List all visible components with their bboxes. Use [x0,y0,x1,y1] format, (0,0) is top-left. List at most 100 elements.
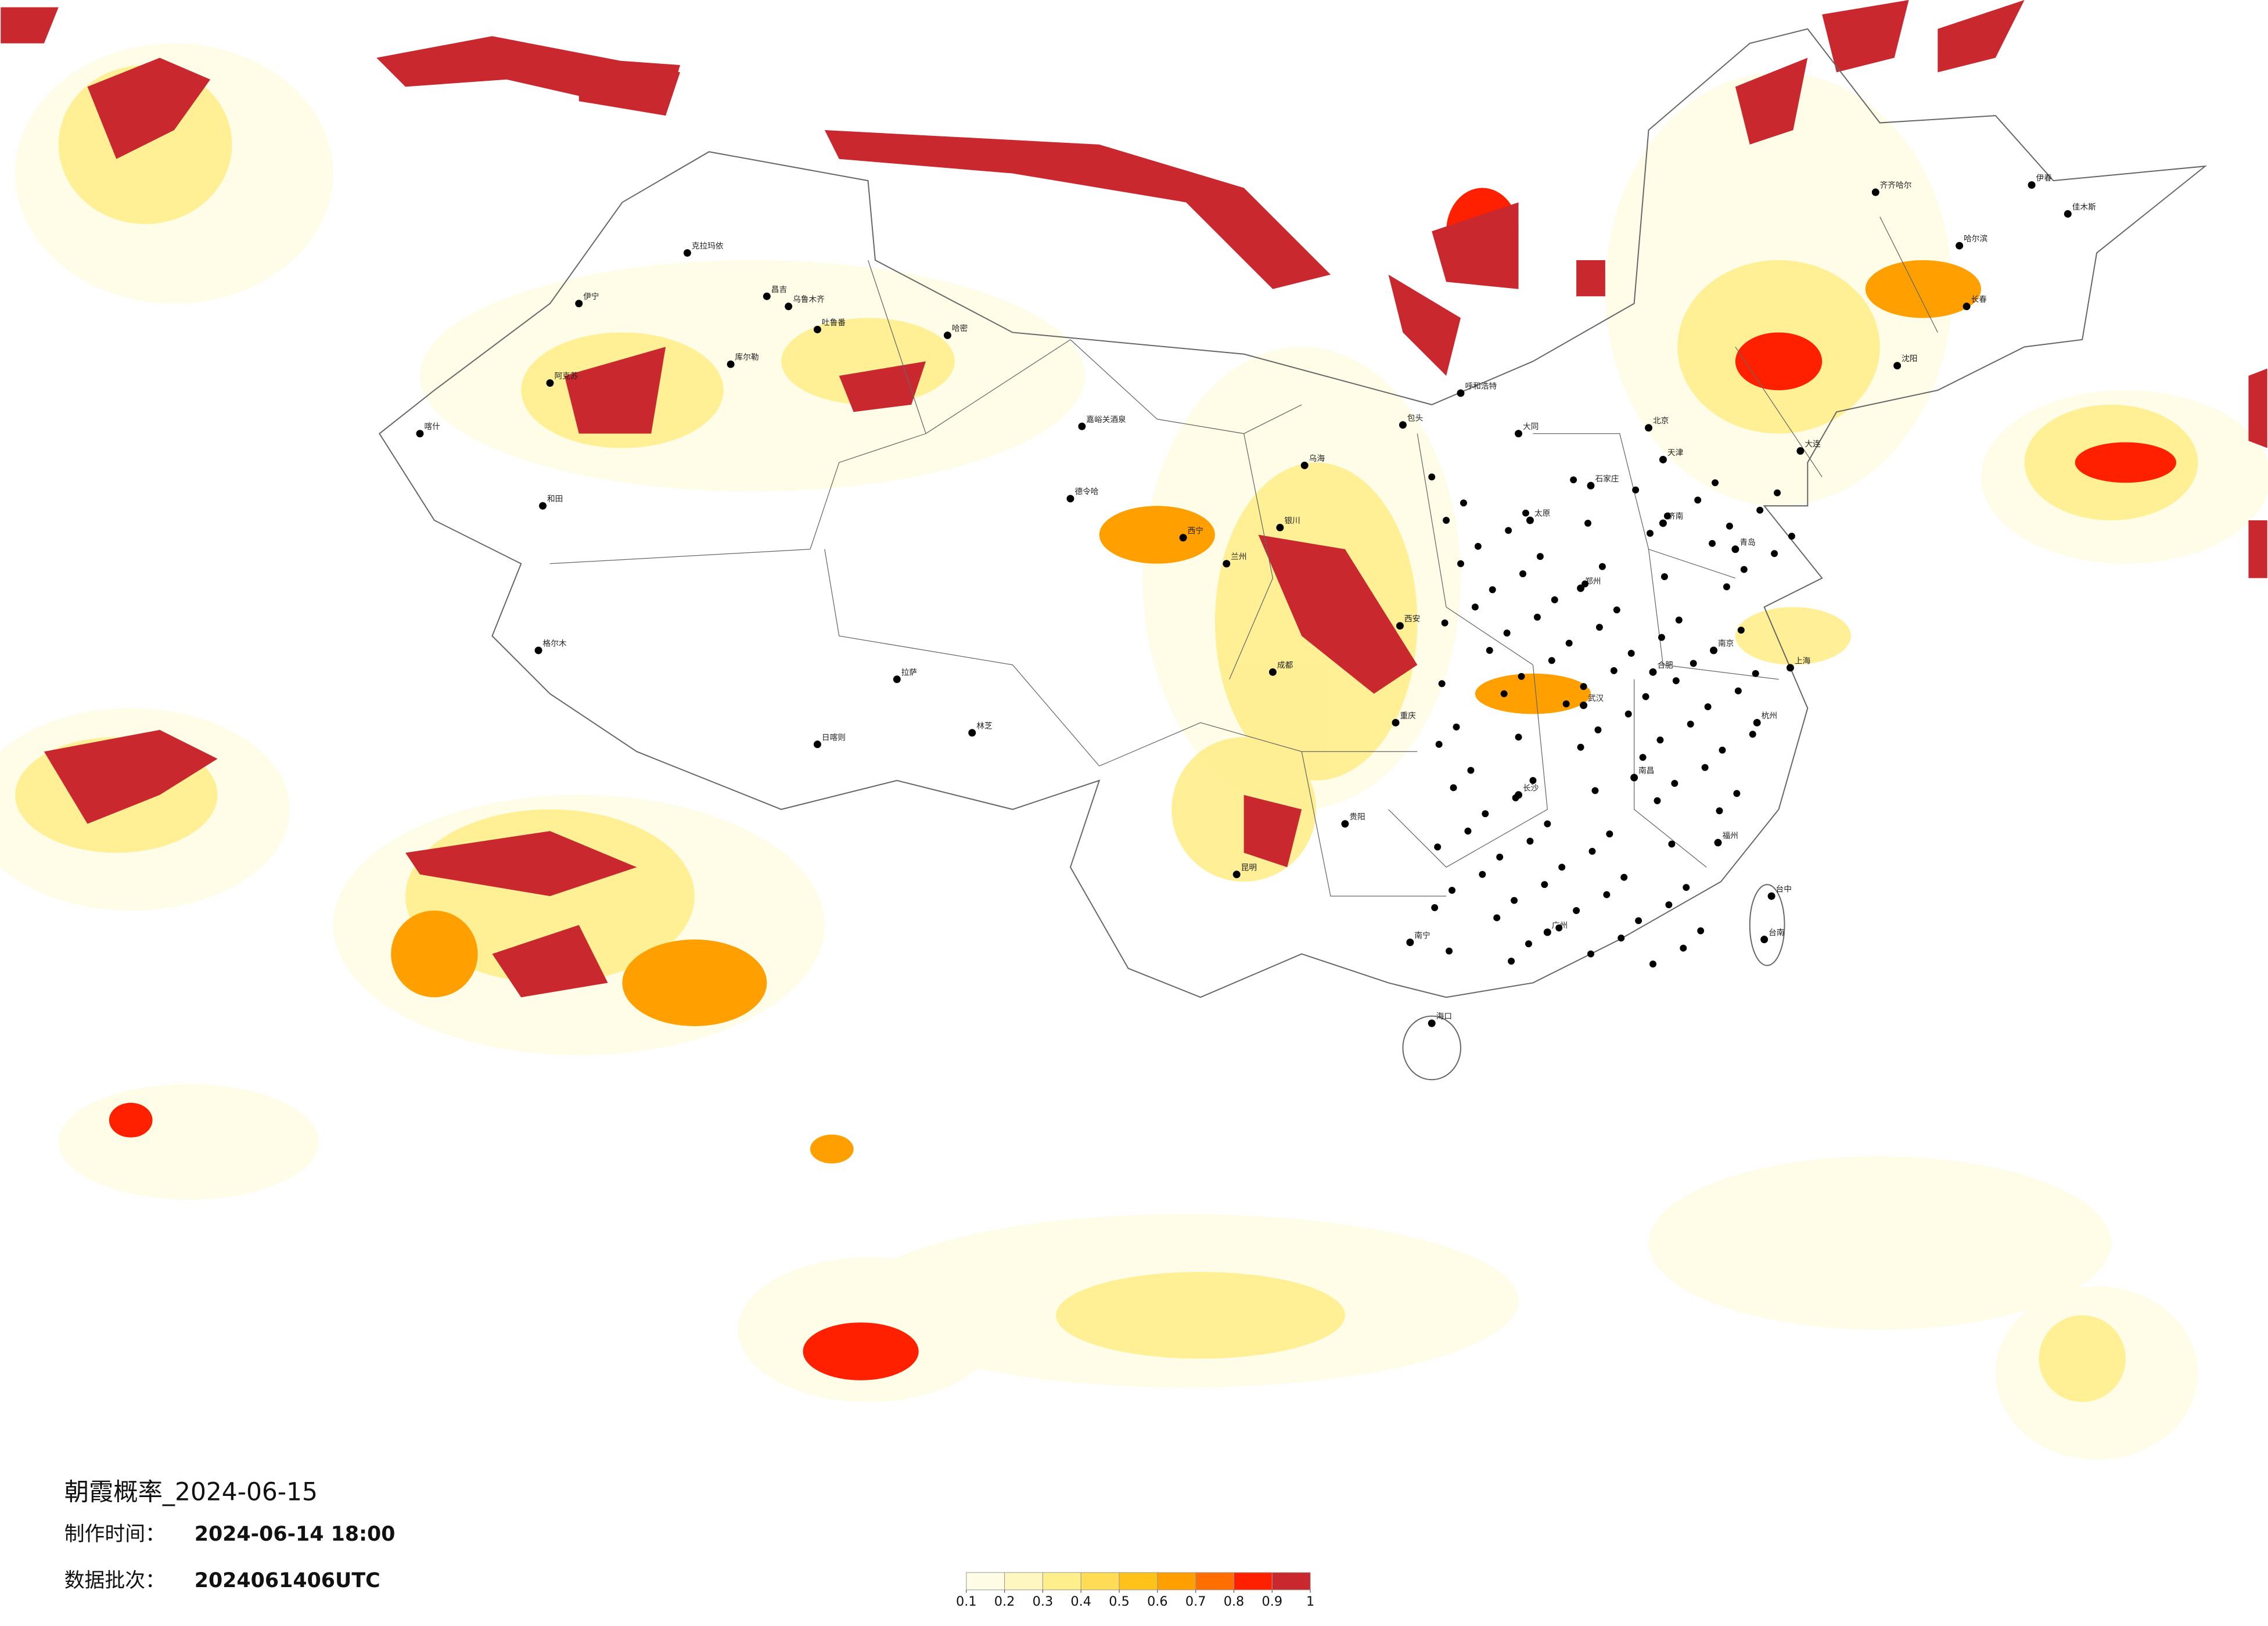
city-dot [813,740,821,749]
city-dot [1671,780,1678,787]
city-label: 阿克苏 [554,372,578,381]
city-dot [1665,901,1673,909]
city-dot [1580,683,1587,690]
city-dot [1486,647,1493,654]
city-label: 伊宁 [583,292,599,301]
city-dot [763,292,771,300]
made-value: 2024-06-14 18:00 [195,1523,396,1546]
city-dot [683,249,691,257]
city-dot [1712,479,1719,487]
city-dot [1663,512,1671,520]
city-dot [1786,664,1794,672]
colorbar-label: 0.8 [1224,1594,1245,1609]
city-label: 大连 [1805,440,1821,449]
city-dot [1603,891,1611,898]
city-dot [1731,545,1739,553]
city-dot [1788,533,1795,540]
city-dot [1525,940,1532,948]
colorbar-swatch [1119,1572,1158,1591]
city-label: 嘉峪关酒泉 [1086,415,1126,425]
map-title: 朝霞概率_2024-06-15 [64,1477,318,1506]
city-label: 南京 [1718,639,1734,649]
city-dot [1577,743,1584,751]
city-dot [539,502,547,510]
city-dot [1467,767,1475,774]
city-label: 长春 [1971,295,1987,304]
colorbar-swatch [966,1572,1005,1591]
city-dot [1512,794,1519,801]
colorbar: 0.1 0.2 0.3 0.4 0.5 0.6 0.7 0.8 0.9 1 [956,1572,1314,1609]
city-dot [1515,733,1522,741]
city-dot [1457,560,1464,567]
colorbar-label: 0.5 [1109,1594,1130,1609]
city-dot [1443,517,1450,524]
city-dot [1474,542,1482,550]
city-dot [1518,672,1525,680]
city-label: 和田 [547,495,563,504]
city-dot [1533,613,1541,621]
colorbar-label: 0.3 [1033,1594,1054,1609]
city-dot [1526,516,1534,524]
city-dot [1582,580,1589,588]
city-dot [534,646,542,654]
city-label: 佳木斯 [2072,203,2096,212]
city-label: 海口 [1436,1012,1452,1021]
colorbar-swatch [1234,1572,1273,1591]
city-dot [1963,303,1971,311]
city-dot [1774,489,1781,497]
city-dot [416,430,424,438]
city-label: 贵阳 [1349,812,1365,822]
city-dot [1680,944,1687,952]
city-dot [1749,731,1756,738]
city-dot [1551,596,1558,603]
city-dot [727,360,735,368]
city-dot [1642,693,1649,700]
city-label: 西宁 [1188,526,1203,535]
city-dot [1522,509,1529,517]
city-label: 南宁 [1414,930,1430,940]
city-label: 天津 [1667,448,1684,458]
city-label: 济南 [1667,512,1683,521]
city-dot [1406,938,1414,947]
city-dot [546,379,554,387]
city-dot [1645,424,1653,432]
city-dot [1503,629,1511,637]
colorbar-swatch [1271,1572,1311,1591]
city-dot [1543,928,1551,936]
city-dot [1647,530,1654,537]
city-label: 合肥 [1657,661,1673,670]
city-dot [1893,362,1902,370]
city-label: 西安 [1404,614,1420,624]
city-dot [1500,690,1508,697]
city-dot [1598,563,1606,570]
colorbar-swatch [1195,1572,1235,1591]
colorbar-swatch [1042,1572,1081,1591]
city-label: 上海 [1795,656,1811,665]
city-label: 青岛 [1739,538,1755,547]
city-dot [1544,820,1551,828]
city-label: 兰州 [1231,552,1246,562]
city-label: 乌海 [1309,454,1325,463]
city-dot [1613,606,1620,614]
city-dot [1649,668,1657,676]
city-dot [1656,736,1664,744]
city-label: 拉萨 [901,668,917,677]
city-dot [1511,897,1518,904]
colorbar-label: 0.7 [1185,1594,1206,1609]
city-label: 太原 [1534,509,1550,519]
city-dot [1767,892,1775,900]
city-label: 大同 [1523,422,1539,431]
city-dot [1704,703,1712,711]
city-dot [1471,603,1479,611]
city-label: 齐齐哈尔 [1880,181,1912,190]
city-dot [1493,914,1501,922]
city-dot [1756,506,1764,514]
colorbar-label: 0.6 [1147,1594,1168,1609]
city-dot [1733,790,1741,797]
city-dot [1654,797,1661,804]
city-dot [1584,520,1591,527]
city-dot [1726,522,1733,530]
city-dot [2064,210,2072,218]
city-dot [1341,820,1349,828]
city-dot [1392,718,1400,726]
